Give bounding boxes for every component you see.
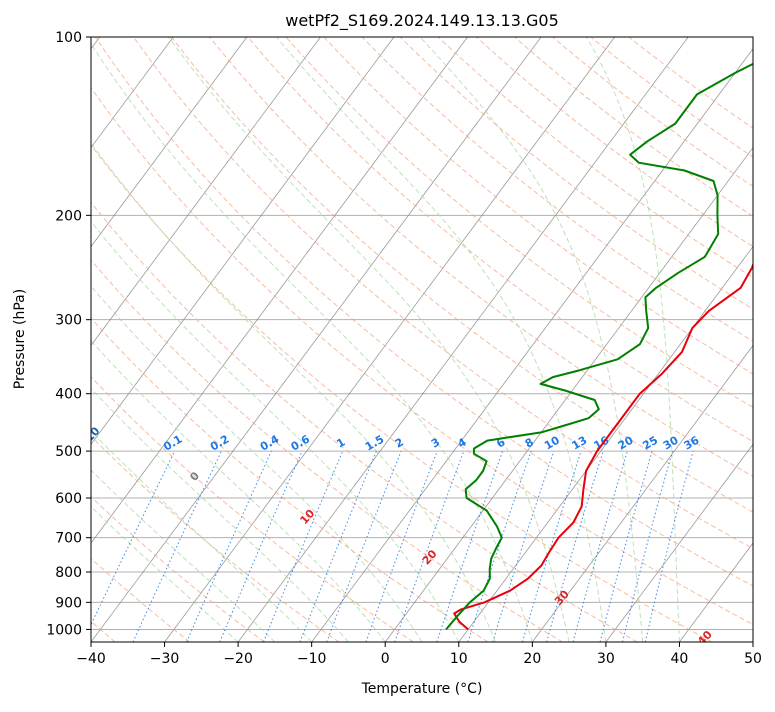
chart-title: wetPf2_S169.2024.149.13.13.G05 <box>285 11 559 31</box>
y-tick-label: 400 <box>55 387 82 403</box>
y-tick-label: 300 <box>55 313 82 329</box>
y-tick-label: 900 <box>55 595 82 611</box>
y-axis-label: Pressure (hPa) <box>12 289 28 389</box>
x-tick-label: −20 <box>223 651 253 667</box>
x-axis-label: Temperature (°C) <box>361 681 483 697</box>
x-tick-label: 10 <box>450 651 468 667</box>
y-tick-label: 200 <box>55 208 82 224</box>
y-tick-label: 800 <box>55 565 82 581</box>
x-tick-label: −30 <box>150 651 180 667</box>
x-tick-label: 30 <box>597 651 615 667</box>
x-tick-label: 20 <box>523 651 541 667</box>
y-tick-label: 600 <box>55 491 82 507</box>
x-tick-label: 0 <box>381 651 390 667</box>
plot-area <box>91 37 753 642</box>
x-tick-label: 40 <box>671 651 689 667</box>
y-tick-label: 100 <box>55 30 82 46</box>
x-tick-label: −40 <box>76 651 106 667</box>
x-tick-label: −10 <box>297 651 327 667</box>
y-tick-label: 500 <box>55 444 82 460</box>
y-tick-label: 1000 <box>46 622 82 638</box>
y-tick-label: 700 <box>55 531 82 547</box>
x-tick-label: 50 <box>744 651 762 667</box>
